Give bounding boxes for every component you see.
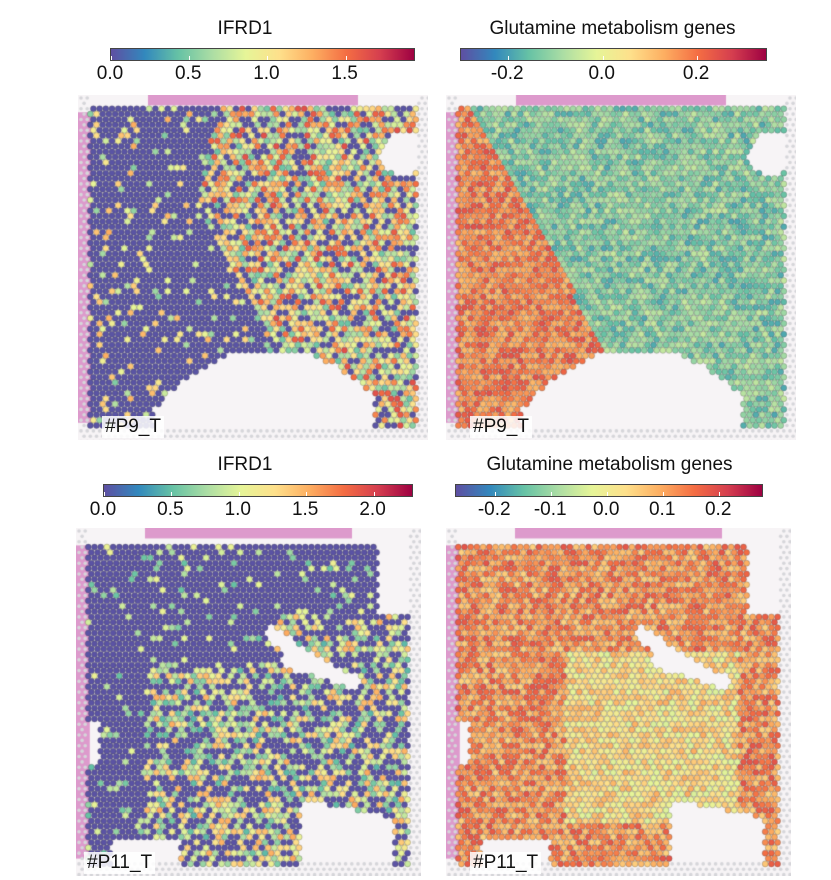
colorbar-tick [551, 492, 553, 496]
colorbar-tick-label: 2.0 [359, 499, 386, 520]
colorbar-tick-label: 0.2 [704, 499, 732, 520]
panel-title: Glutamine metabolism genes [489, 18, 736, 39]
panel-title: IFRD1 [217, 18, 273, 39]
colorbar-tick-label: 0.5 [174, 63, 202, 84]
sample-label: #P9_T [102, 416, 164, 438]
colorbar [455, 484, 763, 497]
colorbar-tick-label: 0.0 [588, 63, 615, 84]
colorbar-tick [345, 56, 347, 60]
spatial-map [446, 528, 791, 876]
colorbar-tick [495, 492, 497, 496]
colorbar-tick-label: 1.0 [253, 63, 280, 84]
colorbar-ticks: 0.0 0.5 1.0 1.5 2.0 [90, 499, 413, 521]
colorbar-tick-label: 1.0 [224, 499, 251, 520]
colorbar-tick [508, 56, 510, 60]
colorbar-tick [607, 492, 609, 496]
colorbar-ticks: -0.2 -0.1 0.0 0.1 0.2 [455, 499, 763, 521]
spatial-map [78, 95, 428, 440]
colorbar-tick-label: 0.0 [96, 63, 124, 84]
colorbar-tick [663, 492, 665, 496]
colorbar-tick-label: -0.2 [490, 63, 524, 84]
colorbar-tick [189, 56, 191, 60]
colorbar-tick-label: 0.5 [157, 499, 184, 520]
colorbar-tick-label: 1.5 [291, 499, 319, 520]
spatial-map [76, 528, 421, 876]
sample-label: #P11_T [470, 852, 542, 874]
colorbar [460, 48, 767, 61]
spatial-map [446, 95, 796, 440]
colorbar-tick-label: 0.1 [648, 499, 676, 520]
sample-label: #P9_T [470, 416, 532, 438]
colorbar-tick [602, 56, 604, 60]
panel-title: Glutamine metabolism genes [486, 454, 733, 475]
colorbar [110, 48, 415, 61]
colorbar-ticks: 0.0 0.5 1.0 1.5 [97, 63, 415, 85]
colorbar-tick [373, 492, 375, 496]
colorbar-tick [171, 492, 173, 496]
colorbar-tick [697, 56, 699, 60]
panel-title: IFRD1 [217, 454, 273, 475]
colorbar-tick [267, 56, 269, 60]
colorbar-tick-label: 0.2 [682, 63, 710, 84]
colorbar-tick-label: -0.1 [533, 499, 567, 520]
colorbar-tick [238, 492, 240, 496]
colorbar-tick [104, 492, 105, 496]
colorbar-tick-label: 1.5 [331, 63, 358, 84]
colorbar-ticks: -0.2 0.0 0.2 [460, 63, 767, 85]
colorbar-tick-label: 0.0 [89, 499, 117, 520]
colorbar-tick-label: -0.2 [477, 499, 511, 520]
colorbar [103, 484, 413, 497]
colorbar-tick [306, 492, 308, 496]
colorbar-tick [111, 56, 112, 60]
colorbar-tick-label: 0.0 [592, 499, 620, 520]
colorbar-tick [719, 492, 721, 496]
sample-label: #P11_T [84, 852, 156, 874]
